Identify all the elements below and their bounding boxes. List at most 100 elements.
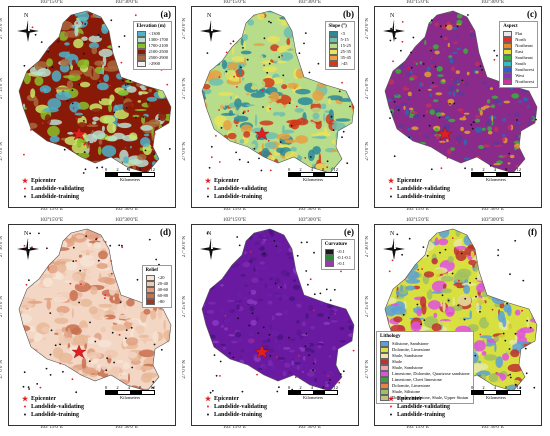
- terrain-patch: [429, 109, 436, 115]
- bottom-longitude-tick: 103°15'0"E: [406, 425, 429, 430]
- terrain-patch: [428, 160, 432, 165]
- terrain-patch: [486, 99, 491, 104]
- legend-item: Limestone, Dolomite, Quartzose sandstone: [380, 370, 470, 377]
- landslide-training-point: [263, 253, 265, 255]
- terrain-patch: [220, 284, 224, 287]
- terrain-patch: [450, 147, 455, 151]
- landslide-training-point: [232, 40, 235, 43]
- landslide-training-point: [209, 391, 212, 394]
- landslide-validating-point: [451, 237, 454, 239]
- landslide-training-point: [82, 172, 85, 174]
- landslide-validating-point: [247, 110, 250, 112]
- terrain-patch: [505, 11, 512, 14]
- terrain-patch: [279, 252, 284, 256]
- terrain-patch: [351, 72, 354, 75]
- landslide-training-point: [438, 116, 441, 119]
- terrain-patch: [430, 114, 434, 120]
- terrain-patch: [312, 27, 325, 33]
- terrain-patch: [112, 240, 117, 247]
- terrain-patch: [297, 97, 313, 106]
- terrain-patch: [461, 282, 477, 287]
- legend-item-label: Southwest: [515, 66, 534, 72]
- terrain-patch: [229, 265, 238, 268]
- terrain-patch: [40, 154, 53, 158]
- terrain-patch: [429, 93, 432, 97]
- legend-item: Limestone, Chert limestone: [380, 376, 470, 383]
- landslide-training-point: [464, 167, 466, 170]
- terrain-patch: [330, 320, 339, 323]
- terrain-patch: [261, 241, 266, 245]
- terrain-patch: [66, 163, 73, 170]
- terrain-patch: [396, 166, 400, 170]
- terrain-patch: [283, 26, 296, 39]
- terrain-patch: [236, 304, 240, 310]
- terrain-patch: [49, 239, 55, 245]
- terrain-patch: [350, 373, 354, 378]
- terrain-patch: [409, 11, 416, 12]
- terrain-patch: [350, 367, 354, 370]
- legend-item: Dolomite, Limestone: [380, 382, 470, 389]
- terrain-patch: [239, 22, 244, 33]
- terrain-patch: [350, 305, 354, 309]
- landslide-training-point: [420, 323, 422, 326]
- terrain-patch: [122, 11, 135, 21]
- terrain-patch: [531, 157, 537, 162]
- terrain-patch: [88, 388, 104, 391]
- terrain-patch: [202, 83, 211, 90]
- terrain-patch: [126, 126, 139, 135]
- terrain-patch: [519, 354, 531, 362]
- legend-item-label: 20-40: [157, 280, 169, 286]
- landslide-training-point: [308, 354, 310, 356]
- terrain-patch: [419, 296, 427, 308]
- terrain-patch: [408, 248, 425, 255]
- terrain-patch: [138, 91, 149, 95]
- landslide-validating-point: [71, 378, 74, 381]
- terrain-patch: [353, 273, 354, 280]
- terrain-patch: [312, 32, 323, 36]
- terrain-patch: [130, 234, 137, 238]
- terrain-patch: [480, 34, 487, 39]
- points-legend-item: • Landslide-validating: [385, 185, 450, 193]
- terrain-patch: [325, 373, 334, 377]
- terrain-patch: [521, 90, 528, 93]
- terrain-patch: [325, 383, 329, 388]
- terrain-patch: [165, 156, 171, 168]
- terrain-patch: [237, 229, 242, 232]
- landslide-training-point: [135, 116, 137, 119]
- terrain-patch: [287, 82, 299, 89]
- terrain-patch: [429, 148, 432, 155]
- terrain-patch: [233, 387, 238, 391]
- scale-number: 12: [150, 167, 156, 172]
- legend-swatch: [503, 42, 513, 49]
- epicenter-marker: [254, 344, 270, 359]
- terrain-patch: [60, 58, 70, 67]
- landslide-training-point: [313, 251, 315, 254]
- terrain-patch: [206, 372, 211, 377]
- terrain-patch: [490, 236, 499, 243]
- legend-title: Elevation (m): [136, 24, 166, 29]
- terrain-patch: [134, 68, 139, 80]
- landslide-validating-point: [91, 16, 93, 19]
- terrain-patch: [231, 44, 235, 55]
- terrain-patch: [241, 163, 245, 173]
- landslide-validating-point: [269, 107, 271, 110]
- terrain-patch: [395, 105, 401, 110]
- landslide-training-point: [84, 41, 87, 43]
- terrain-patch: [451, 66, 455, 72]
- terrain-patch: [29, 291, 37, 300]
- panel-label: (e): [343, 227, 355, 237]
- terrain-patch: [244, 279, 253, 284]
- terrain-patch: [202, 359, 210, 363]
- terrain-patch: [141, 116, 146, 124]
- terrain-patch: [436, 66, 443, 72]
- terrain-patch: [336, 140, 348, 144]
- terrain-patch: [47, 365, 62, 372]
- landslide-validating-point: [392, 60, 394, 63]
- terrain-patch: [72, 334, 89, 346]
- terrain-patch: [427, 88, 432, 91]
- latitude-tick: 27°15'0"N: [365, 78, 370, 100]
- terrain-patch: [493, 336, 499, 342]
- terrain-patch: [274, 115, 281, 118]
- terrain-patch: [43, 343, 52, 349]
- scale-numbers: 0 2 4 8 12: [288, 385, 338, 390]
